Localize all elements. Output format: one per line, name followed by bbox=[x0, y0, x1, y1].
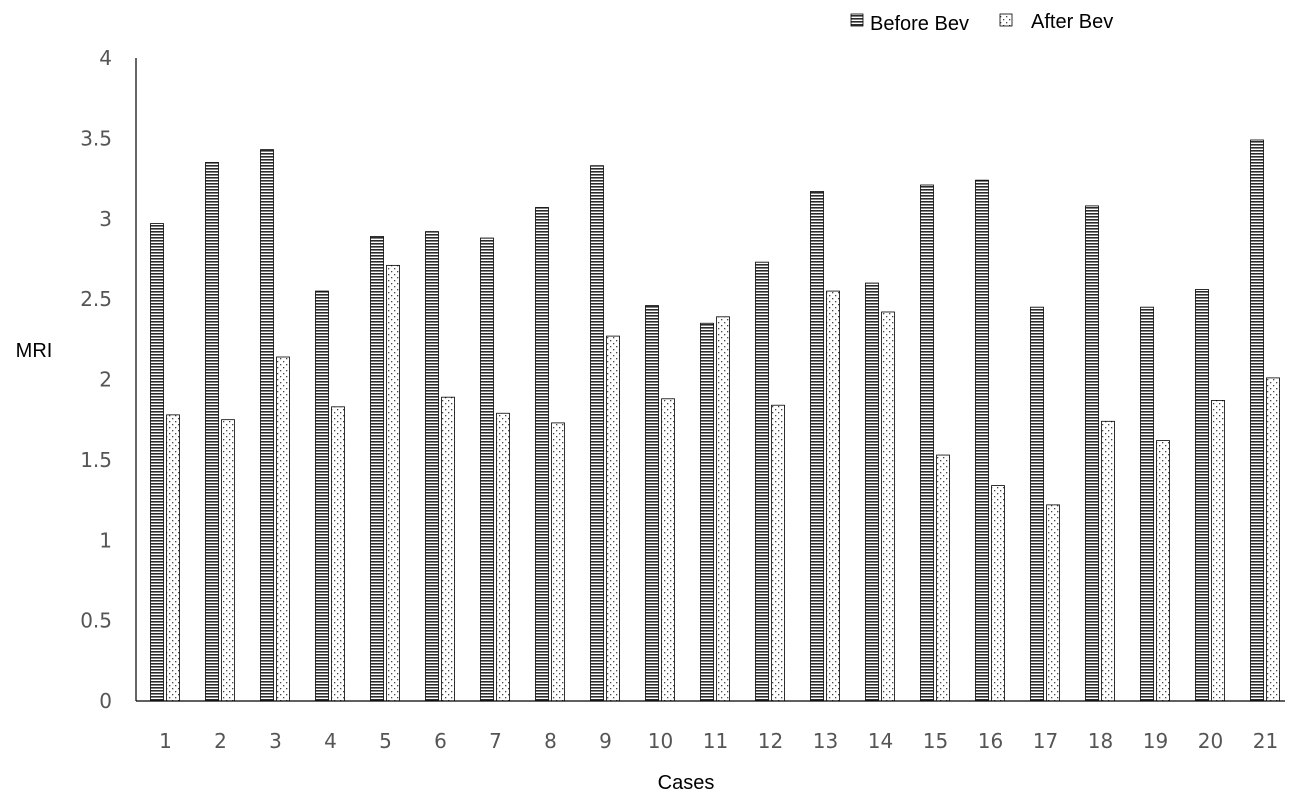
bar-after-bev-case-4 bbox=[331, 406, 345, 702]
y-axis-title: MRI bbox=[16, 340, 53, 362]
y-tick-label-1-5: 1.5 bbox=[80, 448, 112, 472]
bar-after-bev-case-17 bbox=[1046, 504, 1060, 702]
x-tick-label-13: 13 bbox=[813, 729, 838, 753]
x-tick-label-7: 7 bbox=[489, 729, 502, 753]
y-tick-label-2: 2 bbox=[99, 368, 112, 392]
bars-layer bbox=[150, 139, 1280, 702]
bar-before-bev-case-11 bbox=[700, 322, 714, 702]
bar-before-bev-case-18 bbox=[1085, 205, 1099, 702]
x-tick-label-8: 8 bbox=[544, 729, 557, 753]
y-tick-label-0: 0 bbox=[99, 689, 112, 713]
x-tick-label-19: 19 bbox=[1143, 729, 1168, 753]
legend-label-before: Before Bev bbox=[870, 13, 969, 35]
x-tick-label-17: 17 bbox=[1033, 729, 1058, 753]
bar-before-bev-case-6 bbox=[425, 231, 439, 702]
bar-after-bev-case-12 bbox=[771, 404, 785, 702]
bar-after-bev-case-14 bbox=[881, 311, 895, 702]
bar-after-bev-case-15 bbox=[936, 454, 950, 702]
bar-after-bev-case-16 bbox=[991, 485, 1005, 702]
bar-before-bev-case-15 bbox=[920, 184, 934, 702]
legend-label-after: After Bev bbox=[1031, 11, 1113, 33]
bar-before-bev-case-7 bbox=[480, 237, 494, 702]
x-tick-label-2: 2 bbox=[214, 729, 227, 753]
y-tick-label-0-5: 0.5 bbox=[80, 609, 112, 633]
bar-after-bev-case-20 bbox=[1211, 399, 1225, 702]
bar-after-bev-case-8 bbox=[551, 422, 565, 702]
bar-before-bev-case-13 bbox=[810, 191, 824, 702]
bar-after-bev-case-19 bbox=[1156, 440, 1170, 702]
x-tick-label-5: 5 bbox=[379, 729, 392, 753]
bar-before-bev-case-3 bbox=[260, 149, 274, 702]
legend-swatch-after bbox=[999, 13, 1013, 27]
x-tick-label-11: 11 bbox=[703, 729, 728, 753]
bar-after-bev-case-11 bbox=[716, 316, 730, 702]
bar-after-bev-case-10 bbox=[661, 398, 675, 702]
bar-after-bev-case-18 bbox=[1101, 420, 1115, 702]
bar-before-bev-case-8 bbox=[535, 207, 549, 702]
x-tick-label-10: 10 bbox=[648, 729, 673, 753]
bar-after-bev-case-9 bbox=[606, 335, 620, 702]
x-tick-labels: 1 2 3 4 5 6 7 8 9 10 11 12 13 14 15 16 17 18 19 20 21 bbox=[159, 729, 1278, 753]
bar-after-bev-case-21 bbox=[1266, 377, 1280, 702]
bar-after-bev-case-3 bbox=[276, 356, 290, 702]
x-tick-label-9: 9 bbox=[599, 729, 612, 753]
x-tick-label-4: 4 bbox=[324, 729, 337, 753]
bar-before-bev-case-1 bbox=[150, 223, 164, 702]
x-tick-label-16: 16 bbox=[978, 729, 1003, 753]
bar-before-bev-case-14 bbox=[865, 282, 879, 702]
bar-before-bev-case-4 bbox=[315, 290, 329, 702]
bar-after-bev-case-7 bbox=[496, 412, 510, 702]
legend-swatch-before bbox=[850, 13, 864, 27]
bar-after-bev-case-5 bbox=[386, 264, 400, 702]
legend: Before Bev After Bev bbox=[850, 11, 1113, 35]
y-tick-label-4: 4 bbox=[99, 46, 112, 70]
bar-before-bev-case-19 bbox=[1140, 306, 1154, 702]
x-tick-label-18: 18 bbox=[1088, 729, 1113, 753]
bar-before-bev-case-21 bbox=[1250, 139, 1264, 702]
bar-before-bev-case-20 bbox=[1195, 289, 1209, 702]
x-tick-label-14: 14 bbox=[868, 729, 893, 753]
x-axis-title: Cases bbox=[658, 772, 715, 794]
x-tick-label-20: 20 bbox=[1198, 729, 1223, 753]
x-tick-label-12: 12 bbox=[758, 729, 783, 753]
bar-before-bev-case-16 bbox=[975, 179, 989, 702]
y-tick-label-2-5: 2.5 bbox=[80, 287, 112, 311]
bar-before-bev-case-2 bbox=[205, 162, 219, 702]
x-tick-label-6: 6 bbox=[434, 729, 447, 753]
bar-after-bev-case-6 bbox=[441, 396, 455, 702]
y-tick-labels: 0 0.5 1 1.5 2 2.5 3 3.5 4 bbox=[80, 46, 112, 713]
x-tick-label-1: 1 bbox=[159, 729, 172, 753]
bar-before-bev-case-5 bbox=[370, 236, 384, 702]
bar-after-bev-case-2 bbox=[221, 419, 235, 702]
y-tick-label-1: 1 bbox=[99, 528, 112, 552]
bar-before-bev-case-17 bbox=[1030, 306, 1044, 702]
x-tick-label-3: 3 bbox=[269, 729, 282, 753]
bar-before-bev-case-9 bbox=[590, 165, 604, 702]
y-tick-label-3-5: 3.5 bbox=[80, 126, 112, 150]
bar-after-bev-case-13 bbox=[826, 290, 840, 702]
bar-before-bev-case-10 bbox=[645, 305, 659, 702]
x-tick-label-15: 15 bbox=[923, 729, 948, 753]
y-tick-label-3: 3 bbox=[99, 207, 112, 231]
bar-after-bev-case-1 bbox=[166, 414, 180, 702]
x-tick-label-21: 21 bbox=[1253, 729, 1278, 753]
bar-before-bev-case-12 bbox=[755, 261, 769, 702]
